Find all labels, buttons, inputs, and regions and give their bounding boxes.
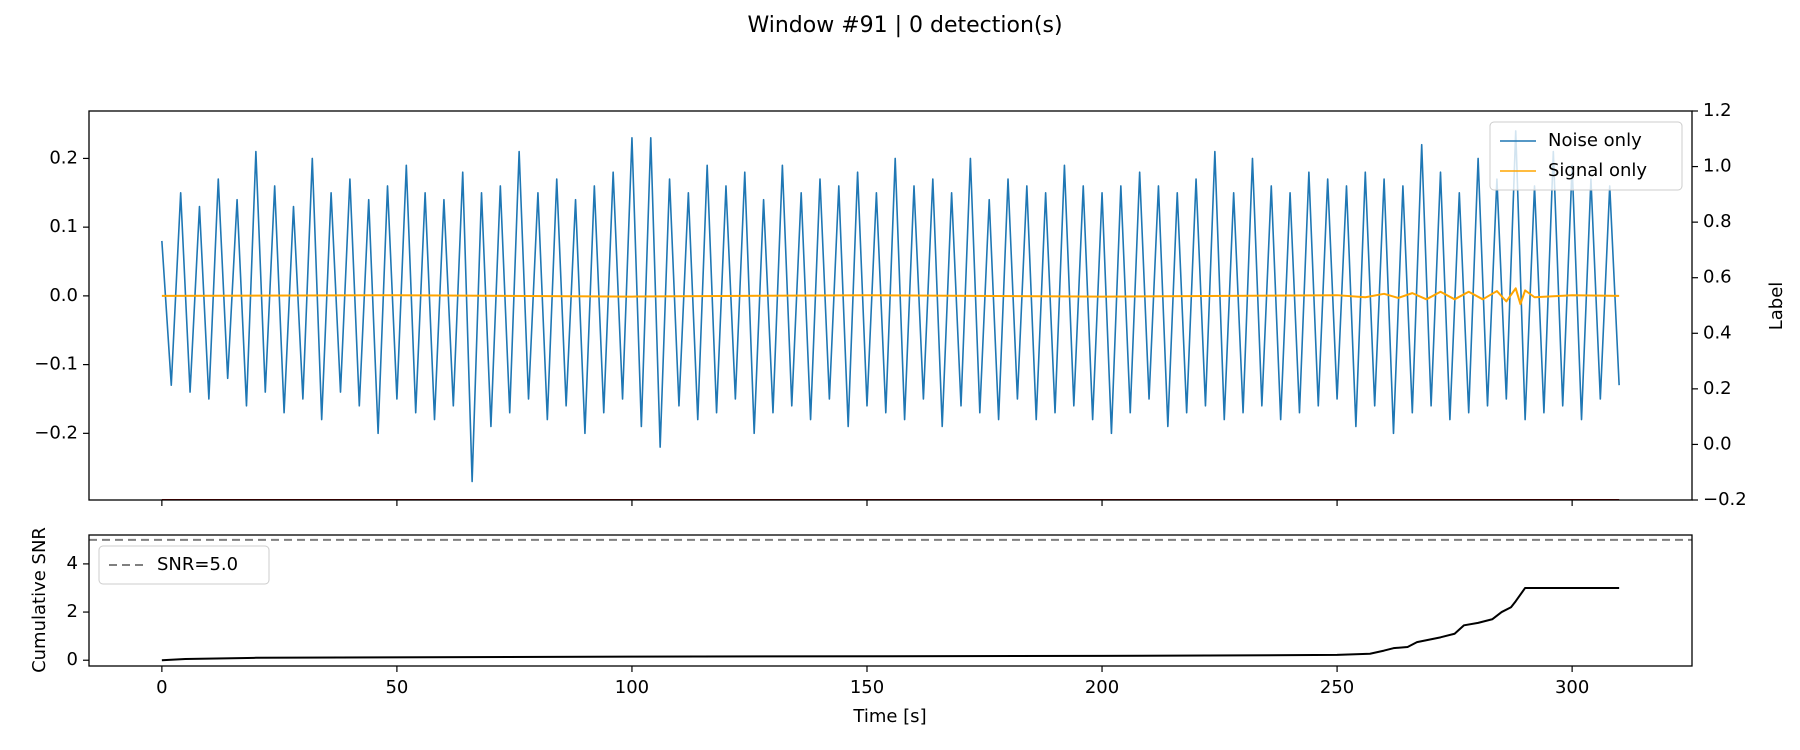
y2-tick-label: 0.6 [1703, 267, 1732, 288]
legend-label: Noise only [1548, 130, 1642, 151]
y2-tick-label: 0.0 [1703, 433, 1732, 454]
x-tick-label: 250 [1320, 677, 1354, 698]
figure-title: Window #91 | 0 detection(s) [747, 13, 1062, 38]
legend-label: SNR=5.0 [157, 554, 238, 575]
series-line [161, 586, 1620, 662]
y-tick-label: 0.1 [49, 216, 78, 237]
axes-frame [88, 534, 1693, 667]
plot-area [161, 130, 1620, 500]
x-tick-label: 150 [850, 677, 884, 698]
legend-box [1489, 121, 1683, 191]
x-tick-label: 0 [156, 677, 167, 698]
x-axis-label: Time [s] [852, 706, 926, 727]
y2-tick-label: 0.8 [1703, 211, 1732, 232]
series-line [161, 287, 1620, 306]
x-tick-label: 200 [1085, 677, 1119, 698]
y-tick-label: 2 [67, 601, 78, 622]
y-tick-label: 0.0 [49, 285, 78, 306]
x-tick-label: 300 [1555, 677, 1589, 698]
series-line [161, 130, 1620, 483]
y-tick-label: −0.2 [34, 422, 78, 443]
y-tick-label: 0.2 [49, 147, 78, 168]
y2-tick-label: 1.0 [1703, 156, 1732, 177]
y2-tick-label: 1.2 [1703, 100, 1732, 121]
y-tick-label: −0.1 [34, 354, 78, 375]
legend-label: Signal only [1548, 160, 1647, 181]
legend-box [98, 545, 270, 585]
x-tick-label: 50 [385, 677, 408, 698]
y-axis-label: Cumulative SNR [29, 527, 50, 673]
y2-tick-label: 0.2 [1703, 378, 1732, 399]
plot-area [89, 538, 1692, 662]
y2-tick-label: −0.2 [1703, 489, 1747, 510]
y2-axis-label: Label [1766, 282, 1787, 331]
y-tick-label: 0 [67, 649, 78, 670]
x-tick-label: 100 [615, 677, 649, 698]
y-tick-label: 4 [67, 553, 78, 574]
y2-tick-label: 0.4 [1703, 322, 1732, 343]
axes-frame [88, 110, 1693, 501]
